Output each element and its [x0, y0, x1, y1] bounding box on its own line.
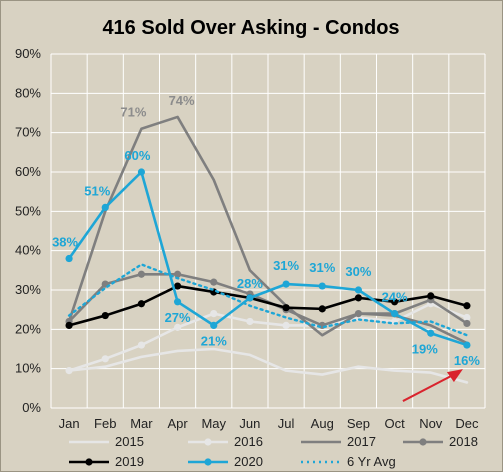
series-line-2019 [67, 284, 469, 327]
y-tick-label: 20% [15, 321, 41, 336]
data-point-2016 [65, 367, 73, 375]
annotation-arrow-shaft [402, 374, 454, 402]
y-tick-label: 0% [22, 400, 41, 415]
data-point-2020 [354, 286, 363, 294]
series-line-2015 [67, 347, 469, 384]
legend-label-2019: 2019 [115, 454, 144, 469]
data-point-2019 [137, 300, 146, 308]
x-tick-label: Jun [239, 416, 260, 431]
legend: 2015 2016 2017 2018 2019 2020 6 Yr Avg [69, 434, 478, 469]
annotation [402, 369, 463, 402]
data-point-2019 [463, 302, 471, 310]
data-label: 21% [201, 333, 227, 348]
legend-marker-2020 [204, 458, 212, 466]
data-point-2020 [427, 329, 435, 337]
y-tick-label: 30% [15, 282, 41, 297]
y-tick-label: 90% [15, 46, 41, 61]
legend-label-2016: 2016 [234, 434, 263, 449]
y-tick-label: 50% [15, 203, 41, 218]
legend-label-2020: 2020 [234, 454, 263, 469]
data-point-2018 [210, 278, 218, 286]
series-lines [65, 115, 471, 384]
legend-marker-2019 [85, 458, 93, 466]
y-tick-label: 60% [15, 164, 41, 179]
series-line-6-yr-avg [67, 263, 469, 337]
data-point-2019 [427, 292, 435, 300]
legend-marker-2016 [204, 438, 212, 446]
data-label: 24% [382, 290, 408, 305]
data-label: 30% [345, 264, 371, 279]
y-tick-label: 40% [15, 243, 41, 258]
data-point-2020 [101, 203, 109, 211]
legend-label-6-yr-avg: 6 Yr Avg [347, 454, 396, 469]
x-tick-label: Jul [278, 416, 295, 431]
data-point-2020 [137, 168, 146, 176]
data-label: 27% [165, 310, 191, 325]
data-point-2016 [463, 313, 471, 322]
data-point-2016 [101, 355, 109, 363]
data-label: 60% [124, 148, 150, 163]
data-point-2020 [282, 280, 290, 288]
annotation-arrow-head [446, 369, 463, 383]
data-point-2020 [246, 294, 254, 302]
data-point-2016 [173, 323, 182, 331]
x-tick-label: Sep [347, 416, 370, 431]
y-tick-label: 70% [15, 125, 41, 140]
data-label: 38% [52, 235, 78, 250]
data-point-2016 [137, 341, 146, 349]
data-point-2020 [173, 298, 182, 306]
x-tick-label: Oct [384, 416, 405, 431]
data-label: 71% [120, 105, 146, 120]
data-point-2020 [318, 282, 326, 290]
data-point-2020 [390, 310, 399, 318]
x-tick-label: Dec [455, 416, 479, 431]
data-point-2016 [210, 310, 218, 318]
data-point-2020 [210, 321, 218, 329]
data-point-2019 [101, 311, 109, 320]
data-point-2019 [390, 298, 399, 306]
data-point-2016 [282, 321, 290, 329]
x-tick-label: Nov [419, 416, 443, 431]
data-point-2020 [463, 341, 471, 349]
x-tick-label: Mar [130, 416, 153, 431]
x-tick-label: May [201, 416, 226, 431]
data-point-2018 [354, 310, 363, 318]
data-point-2019 [65, 321, 73, 329]
data-point-2018 [173, 270, 182, 278]
data-label: 31% [273, 258, 299, 273]
legend-label-2017: 2017 [347, 434, 376, 449]
data-point-2019 [318, 305, 326, 313]
data-point-2020 [65, 254, 73, 263]
data-label: 19% [412, 341, 438, 356]
data-point-2019 [282, 304, 290, 312]
data-label: 28% [237, 276, 263, 291]
grid [50, 53, 486, 409]
data-point-2018 [137, 270, 146, 278]
axis-tick-labels: 0% 10% 20% 30% 40% 50% 60% 70% 80% 90% Jan Feb Mar Ap… [15, 46, 479, 431]
x-tick-label: Aug [311, 416, 334, 431]
legend-label-2015: 2015 [115, 434, 144, 449]
x-tick-label: Jan [59, 416, 80, 431]
chart-title: 416 Sold Over Asking - Condos [102, 17, 399, 39]
data-label: 31% [309, 260, 335, 275]
data-label: 51% [84, 183, 110, 198]
data-point-2019 [354, 294, 363, 302]
x-tick-label: Apr [167, 416, 188, 431]
data-point-2016 [246, 317, 254, 326]
data-point-2019 [173, 282, 182, 290]
data-labels: 71% 74% 38% 51% 60% 27% 21% 28% 31% 31% 30% 24% 19% 1… [52, 93, 480, 368]
data-point-2018 [463, 319, 471, 328]
x-tick-label: Feb [94, 416, 116, 431]
data-label: 16% [454, 353, 480, 368]
data-label: 74% [169, 93, 195, 108]
legend-marker-2018 [419, 438, 427, 446]
series-line-2020 [67, 170, 469, 347]
y-tick-label: 10% [15, 361, 41, 376]
y-tick-label: 80% [15, 85, 41, 100]
legend-label-2018: 2018 [449, 434, 478, 449]
